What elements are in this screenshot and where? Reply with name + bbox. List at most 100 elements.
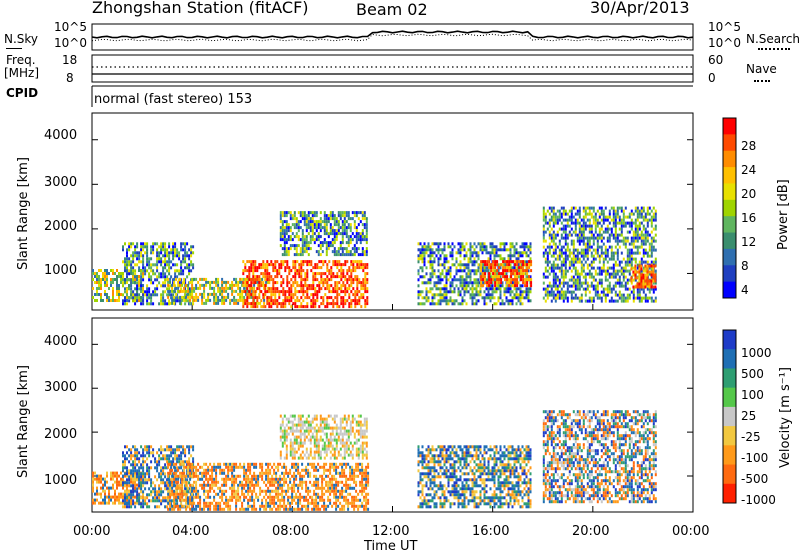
- power-cell: [509, 284, 512, 288]
- power-cell: [300, 296, 303, 300]
- velocity-cell: [181, 474, 184, 478]
- power-cell: [160, 257, 163, 261]
- power-cell: [513, 248, 516, 252]
- power-cell: [630, 236, 633, 240]
- power-cell: [315, 229, 318, 233]
- velocity-cell: [150, 499, 153, 503]
- power-cell: [588, 263, 591, 267]
- power-cell: [630, 290, 633, 294]
- power-cell: [495, 290, 498, 294]
- power-cell: [509, 290, 512, 294]
- power-cell: [525, 296, 528, 300]
- power-cell: [487, 257, 490, 261]
- power-cell: [166, 293, 169, 297]
- power-cell: [469, 248, 472, 252]
- power-cell: [138, 260, 141, 264]
- power-cell: [554, 281, 557, 285]
- velocity-cell: [181, 492, 184, 496]
- power-cell: [306, 290, 309, 294]
- power-cell: [610, 296, 613, 300]
- power-cell: [128, 272, 131, 276]
- power-cell: [287, 235, 290, 239]
- velocity-cell: [171, 474, 174, 478]
- power-cell: [582, 257, 585, 261]
- velocity-cell: [140, 505, 143, 509]
- velocity-cell: [193, 507, 196, 511]
- power-cell: [499, 275, 502, 279]
- power-cell: [283, 247, 286, 251]
- power-cell: [429, 263, 432, 267]
- power-cell: [578, 236, 581, 240]
- power-cell: [332, 299, 335, 303]
- power-cell: [509, 254, 512, 258]
- power-cell: [572, 254, 575, 258]
- power-cell: [642, 206, 645, 210]
- power-cell: [297, 220, 300, 224]
- velocity-cell: [177, 486, 180, 490]
- power-cell: [443, 287, 446, 291]
- power-cell: [164, 248, 167, 252]
- power-cell: [564, 233, 567, 237]
- power-cell: [329, 241, 332, 245]
- power-cell: [463, 287, 466, 291]
- velocity-cell: [130, 463, 133, 467]
- power-cell: [586, 245, 589, 249]
- power-cell: [614, 284, 617, 288]
- power-cell: [357, 253, 360, 257]
- power-cell: [311, 232, 314, 236]
- power-cell: [564, 239, 567, 243]
- velocity-cell: [148, 451, 151, 455]
- power-cell: [343, 247, 346, 251]
- power-cell: [518, 266, 521, 270]
- power-cell: [451, 263, 454, 267]
- power-cell: [242, 281, 245, 285]
- power-cell: [650, 254, 653, 258]
- power-cell: [580, 263, 583, 267]
- power-cell: [516, 281, 519, 285]
- power-cell: [132, 260, 135, 264]
- power-cell: [268, 302, 271, 306]
- power-cell: [340, 284, 343, 288]
- power-cell: [332, 287, 335, 291]
- power-cell: [592, 254, 595, 258]
- power-cell: [467, 269, 470, 273]
- power-cell: [355, 241, 358, 245]
- velocity-cell: [180, 457, 183, 461]
- power-cell: [349, 223, 352, 227]
- velocity-cell: [142, 448, 145, 452]
- power-cell: [324, 281, 327, 285]
- power-cell: [360, 281, 363, 285]
- power-cell: [544, 221, 547, 225]
- power-cell: [558, 218, 561, 222]
- velocity-cell: [186, 478, 189, 482]
- power-cell: [421, 266, 424, 270]
- velocity-cell: [167, 471, 170, 475]
- velocity-cell: [162, 457, 165, 461]
- velocity-cell: [187, 486, 190, 490]
- power-cell: [282, 278, 285, 282]
- power-cell: [300, 287, 303, 291]
- power-cell: [570, 299, 573, 303]
- power-cell: [160, 245, 163, 249]
- velocity-cell: [195, 483, 198, 487]
- power-cell: [285, 220, 288, 224]
- velocity-cell: [176, 460, 179, 464]
- velocity-cell: [173, 492, 176, 496]
- power-cell: [459, 293, 462, 297]
- power-cell: [554, 248, 557, 252]
- power-cell: [281, 223, 284, 227]
- power-cell: [524, 284, 527, 288]
- power-cell: [294, 266, 297, 270]
- power-cell: [503, 302, 506, 306]
- velocity-cell: [130, 471, 132, 475]
- power-cell: [445, 272, 448, 276]
- power-cell: [459, 260, 462, 264]
- power-cell: [190, 263, 193, 267]
- power-cell: [358, 299, 361, 303]
- velocity-cell: [180, 466, 183, 470]
- power-cell: [441, 278, 444, 282]
- velocity-cell: [134, 454, 137, 458]
- power-cell: [266, 296, 269, 300]
- power-cell: [219, 286, 222, 290]
- power-cell: [268, 290, 271, 294]
